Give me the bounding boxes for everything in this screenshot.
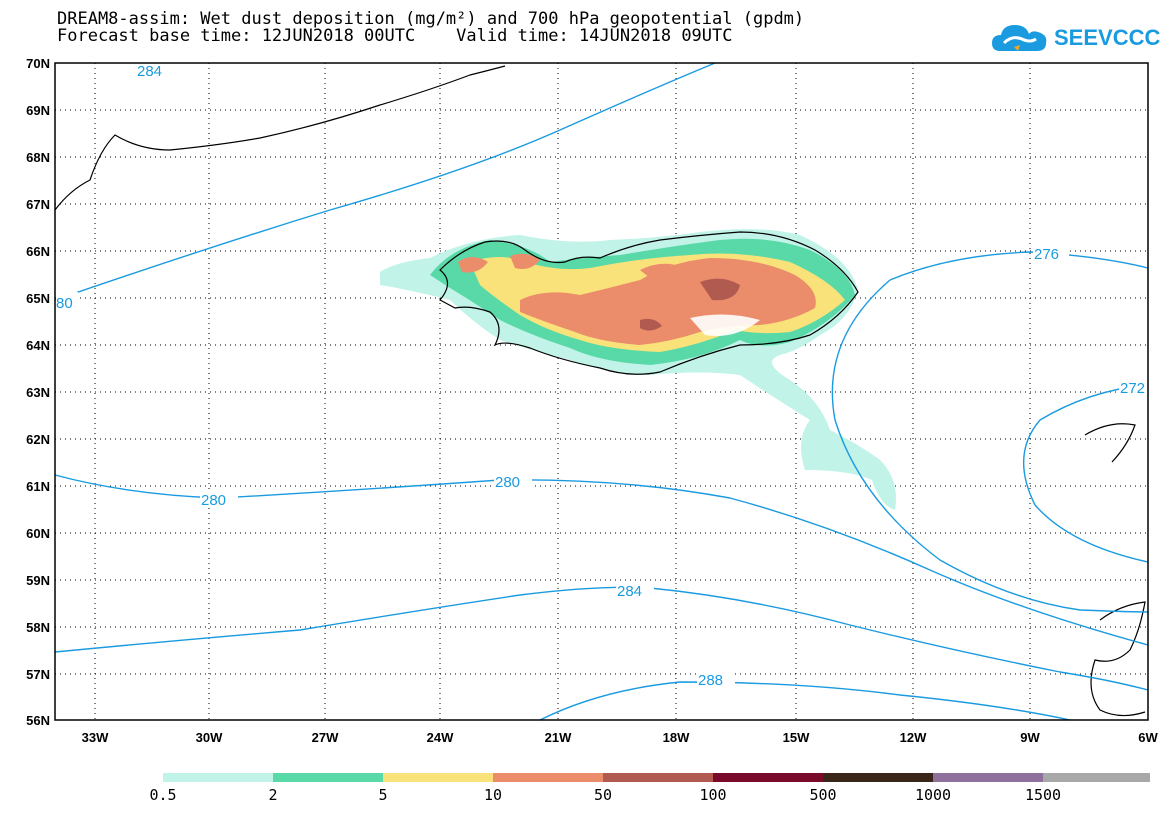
colorbar-segment <box>1043 773 1150 782</box>
contour-label: 272 <box>1120 380 1145 397</box>
colorbar-segment <box>163 773 273 782</box>
cloud-icon <box>992 25 1047 51</box>
lat-label: 66N <box>26 244 50 259</box>
lon-label: 24W <box>427 730 454 745</box>
lat-label: 62N <box>26 432 50 447</box>
contour-label: 276 <box>1034 246 1059 263</box>
contour-label: 284 <box>617 583 642 600</box>
lat-label: 70N <box>26 56 50 71</box>
colorbar-segment <box>823 773 933 782</box>
contour-label: 80 <box>56 295 73 312</box>
lat-label: 58N <box>26 620 50 635</box>
map-frame <box>54 62 1149 721</box>
colorbar-label: 100 <box>699 786 726 804</box>
contour-label: 280 <box>495 474 520 491</box>
colorbar-label: 10 <box>484 786 502 804</box>
colorbar: 0.5 2 5 10 50 100 500 1000 1500 <box>149 773 1150 804</box>
lat-label: 65N <box>26 291 50 306</box>
lon-label: 9W <box>1020 730 1040 745</box>
lat-label: 68N <box>26 150 50 165</box>
map-subtitle: Forecast base time: 12JUN2018 00UTC Vali… <box>57 26 733 46</box>
colorbar-label: 1500 <box>1025 786 1061 804</box>
contour-label: 284 <box>137 63 162 80</box>
colorbar-segment <box>273 773 383 782</box>
lat-label: 57N <box>26 667 50 682</box>
colorbar-segment <box>493 773 603 782</box>
colorbar-label: 2 <box>268 786 277 804</box>
colorbar-label: 5 <box>378 786 387 804</box>
contour-label: 280 <box>201 492 226 509</box>
logo-text: SEEVCCC <box>1054 25 1161 50</box>
colorbar-label: 50 <box>594 786 612 804</box>
lon-label: 30W <box>196 730 223 745</box>
colorbar-label: 1000 <box>915 786 951 804</box>
lon-label: 12W <box>900 730 927 745</box>
lat-label: 61N <box>26 479 50 494</box>
colorbar-segment <box>933 773 1043 782</box>
lat-label: 69N <box>26 103 50 118</box>
lon-label: 33W <box>82 730 109 745</box>
lon-label: 6W <box>1138 730 1158 745</box>
lat-label: 64N <box>26 338 50 353</box>
seevccc-logo: SEEVCCC <box>990 20 1160 56</box>
colorbar-segment <box>713 773 823 782</box>
contour-labels: 284 80 276 272 280 280 284 288 <box>56 60 1149 689</box>
lat-label: 60N <box>26 526 50 541</box>
colorbar-label: 500 <box>809 786 836 804</box>
colorbar-segment <box>383 773 493 782</box>
map-title: DREAM8-assim: Wet dust deposition (mg/m²… <box>57 9 805 29</box>
colorbar-segment <box>603 773 713 782</box>
lat-label: 63N <box>26 385 50 400</box>
lat-label: 56N <box>26 713 50 728</box>
grid-lines <box>55 63 1148 720</box>
lat-label: 67N <box>26 197 50 212</box>
lon-label: 27W <box>312 730 339 745</box>
colorbar-label: 0.5 <box>149 786 176 804</box>
lon-label: 15W <box>783 730 810 745</box>
dust-deposition-field <box>380 229 896 510</box>
contour-label: 288 <box>698 672 723 689</box>
coastlines <box>54 65 1146 717</box>
longitude-labels: 33W 30W 27W 24W 21W 18W 15W 12W 9W 6W <box>82 730 1159 745</box>
lon-label: 21W <box>545 730 572 745</box>
latitude-labels: 70N 69N 68N 67N 66N 65N 64N 63N 62N 61N … <box>26 56 50 728</box>
lon-label: 18W <box>663 730 690 745</box>
lat-label: 59N <box>26 573 50 588</box>
